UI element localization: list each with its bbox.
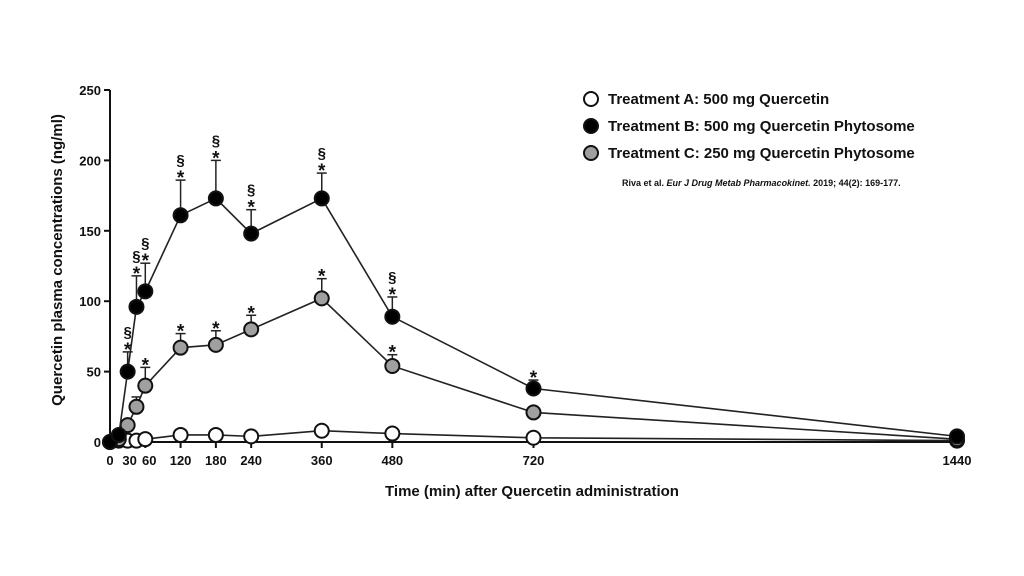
significance-asterisk: * xyxy=(177,168,185,189)
data-point xyxy=(137,283,154,300)
legend-label: Treatment C: 250 mg Quercetin Phytosome xyxy=(608,145,915,162)
x-tick-label: 240 xyxy=(240,453,262,468)
significance-asterisk: * xyxy=(133,264,141,285)
data-point xyxy=(128,298,145,315)
significance-section: § xyxy=(212,132,220,149)
citation: Riva et al. Eur J Drug Metab Pharmacokin… xyxy=(622,178,901,188)
significance-section: § xyxy=(176,152,184,169)
data-point xyxy=(313,422,330,439)
citation-authors: Riva et al. xyxy=(622,178,667,188)
significance-section: § xyxy=(132,248,140,265)
legend-marker xyxy=(583,91,599,107)
data-point xyxy=(313,290,330,307)
significance-section: § xyxy=(388,269,396,286)
series-treatment-b xyxy=(102,159,965,450)
significance-asterisk: * xyxy=(142,355,150,376)
legend-label: Treatment B: 500 mg Quercetin Phytosome xyxy=(608,118,915,135)
data-point xyxy=(243,225,260,242)
data-point xyxy=(243,321,260,338)
significance-asterisk: * xyxy=(212,319,220,340)
data-point xyxy=(949,428,965,445)
x-tick-label: 0 xyxy=(106,453,113,468)
data-point xyxy=(207,426,224,443)
significance-section: § xyxy=(247,182,255,199)
y-tick-label: 150 xyxy=(79,224,101,239)
citation-details: 2019; 44(2): 169-177. xyxy=(811,178,901,188)
data-point xyxy=(207,336,224,353)
data-point xyxy=(172,207,189,224)
data-point xyxy=(525,429,542,446)
x-tick-label: 360 xyxy=(311,453,333,468)
significance-asterisk: * xyxy=(530,368,538,389)
data-point xyxy=(172,426,189,443)
x-tick-label: 120 xyxy=(170,453,192,468)
data-point xyxy=(137,431,154,448)
significance-asterisk: * xyxy=(247,303,255,324)
series-line xyxy=(109,197,958,443)
significance-section: § xyxy=(141,235,149,252)
x-tick-label: 720 xyxy=(523,453,545,468)
significance-section: § xyxy=(318,145,326,162)
x-tick-label: 480 xyxy=(381,453,403,468)
data-point xyxy=(525,380,542,397)
data-point xyxy=(119,363,136,380)
legend-label: Treatment A: 500 mg Quercetin xyxy=(608,91,829,108)
legend-item: Treatment A: 500 mg Quercetin xyxy=(583,91,829,108)
legend-item: Treatment C: 250 mg Quercetin Phytosome xyxy=(583,145,915,162)
legend: Treatment A: 500 mg Quercetin Treatment B… xyxy=(583,91,915,162)
data-point xyxy=(137,377,154,394)
significance-asterisk: * xyxy=(124,340,132,361)
legend-marker xyxy=(583,118,599,134)
significance-section: § xyxy=(123,324,131,341)
x-tick-label: 1440 xyxy=(943,453,972,468)
series-treatment-c xyxy=(102,277,965,450)
data-point xyxy=(384,425,401,442)
data-point xyxy=(525,404,542,421)
y-axis-title: Quercetin plasma concentrations (ng/ml) xyxy=(49,114,66,406)
significance-asterisk: * xyxy=(318,161,326,182)
data-point xyxy=(172,339,189,356)
data-point xyxy=(384,357,401,374)
significance-asterisk: * xyxy=(177,322,185,343)
series-treatment-a xyxy=(102,422,965,450)
significance-asterisk: * xyxy=(142,251,150,272)
x-tick-label: 60 xyxy=(142,453,156,468)
data-point xyxy=(207,190,224,207)
y-tick-label: 0 xyxy=(94,435,101,450)
y-tick-label: 250 xyxy=(79,83,101,98)
y-tick-label: 50 xyxy=(87,365,101,380)
significance-asterisk: * xyxy=(389,343,397,364)
y-tick-label: 200 xyxy=(79,153,101,168)
legend-marker xyxy=(583,145,599,161)
y-tick-label: 100 xyxy=(79,294,101,309)
significance-asterisk: * xyxy=(389,285,397,306)
x-axis-title: Time (min) after Quercetin administratio… xyxy=(385,483,679,500)
significance-asterisk: * xyxy=(318,267,326,288)
significance-asterisk: * xyxy=(247,198,255,219)
x-tick-label: 180 xyxy=(205,453,227,468)
data-point xyxy=(313,190,330,207)
citation-journal: Eur J Drug Metab Pharmacokinet. xyxy=(667,178,811,188)
data-point xyxy=(110,426,127,443)
x-tick-label: 30 xyxy=(122,453,136,468)
legend-item: Treatment B: 500 mg Quercetin Phytosome xyxy=(583,118,915,135)
data-point xyxy=(128,398,145,415)
data-point xyxy=(243,428,260,445)
significance-asterisk: * xyxy=(212,148,220,169)
data-point xyxy=(384,308,401,325)
